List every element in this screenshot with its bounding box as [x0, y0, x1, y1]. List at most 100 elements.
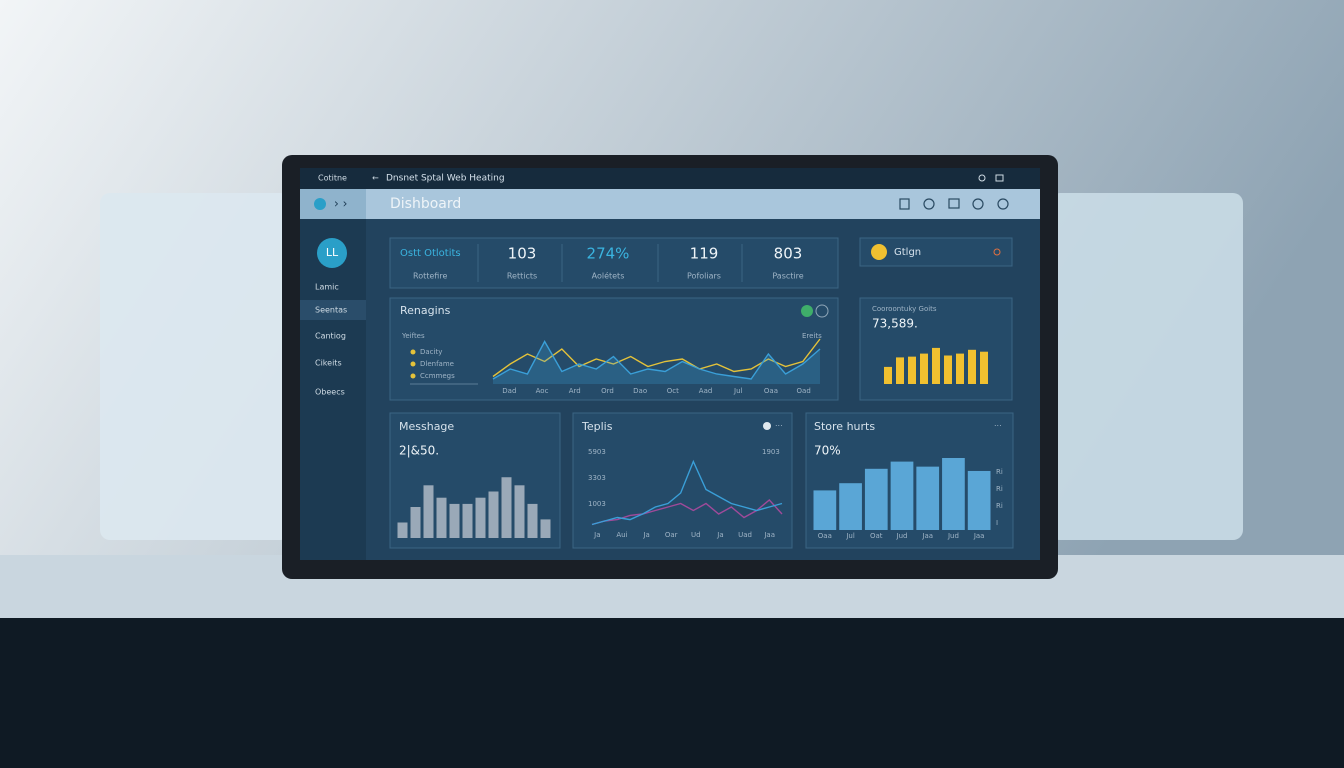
x-label: Jaa [921, 532, 933, 540]
floor [0, 618, 1344, 768]
x-label: Jud [947, 532, 959, 540]
bar [944, 355, 952, 384]
bar [980, 351, 988, 384]
icon[interactable] [995, 174, 1004, 182]
menu-item[interactable]: Seentas [315, 306, 347, 315]
panel-title: Messhage [399, 420, 454, 433]
bar [916, 466, 940, 530]
line [492, 340, 821, 380]
y-label: 5903 [588, 448, 606, 456]
stat-label: Aolétets [592, 271, 625, 281]
menu-item[interactable]: Cantiog [315, 332, 346, 341]
x-label: Oct [667, 387, 679, 395]
icon[interactable] [997, 198, 1009, 210]
x-label: Oar [665, 531, 678, 539]
y-label: I [996, 519, 998, 527]
legend-label: Dlenfame [420, 360, 454, 368]
menu[interactable]: ··· [775, 422, 783, 431]
stat-value: 274% [587, 245, 630, 263]
x-label: Jaa [973, 532, 985, 540]
header-title: Dishboard [390, 196, 461, 212]
x-label: Oaa [764, 387, 778, 395]
header [300, 189, 1040, 219]
renagins-panel [389, 297, 839, 401]
x-label: Jaa [763, 531, 775, 539]
side-panel [1050, 193, 1243, 540]
bar [501, 477, 512, 538]
back-arrow[interactable]: ← [372, 174, 379, 183]
bar [884, 366, 892, 384]
menu-item[interactable]: Lamic [315, 283, 339, 292]
nav-arrows[interactable]: › › [334, 197, 347, 211]
titlebar-left: Cotitne [318, 174, 347, 183]
menu-item[interactable]: Cikeits [315, 359, 342, 368]
y-label: Ri [996, 485, 1003, 493]
bar [436, 497, 447, 538]
legend: Dacity Dlenfame Ccmmegs [410, 348, 455, 380]
x-label: Ja [642, 531, 649, 539]
stat-value: 103 [508, 245, 537, 263]
right-label: 1903 [762, 448, 780, 456]
icon[interactable] [899, 198, 910, 210]
menu[interactable]: ··· [994, 422, 1002, 431]
x-label: Aad [699, 387, 713, 395]
stat-value: 119 [690, 245, 719, 263]
teplis-panel [572, 412, 793, 549]
legend-dot [410, 373, 416, 379]
x-label: Dad [502, 387, 516, 395]
bar [920, 353, 928, 384]
alert-label: Gtlgn [894, 247, 921, 258]
bar [527, 503, 538, 538]
x-label: Ud [691, 531, 701, 539]
menu-dot[interactable] [763, 422, 771, 430]
panel-value: 73,589. [872, 317, 918, 331]
y-label: 1003 [588, 500, 606, 508]
x-label: Oat [870, 532, 883, 540]
alert-status[interactable] [993, 248, 1001, 256]
status-dot[interactable] [801, 305, 813, 317]
header-nav [300, 189, 366, 219]
x-label: Jud [896, 532, 908, 540]
panel-value: 2|&50. [399, 444, 439, 458]
bar [864, 468, 888, 530]
icon[interactable] [923, 198, 935, 210]
y-label: Ri [996, 502, 1003, 510]
bar [475, 497, 486, 538]
stats-heading-label: Rottefire [413, 272, 447, 281]
bar [397, 522, 408, 538]
avatar[interactable] [317, 238, 347, 268]
x-label: Ord [601, 387, 614, 395]
legend-label: Ccmmegs [420, 372, 455, 380]
alert-icon [871, 244, 887, 260]
icon[interactable] [972, 198, 984, 210]
bar [890, 461, 914, 530]
stat-label: Pofoliars [687, 272, 721, 281]
bar [932, 347, 940, 384]
bar [488, 491, 499, 538]
stat-label: Pasctire [772, 272, 803, 281]
area [493, 341, 820, 384]
stats-heading: Ostt Otlotits [400, 248, 461, 259]
nav-dot[interactable] [314, 198, 326, 210]
panel-title: Renagins [400, 304, 451, 317]
bar [908, 356, 916, 384]
x-label: Ja [593, 531, 600, 539]
bar [423, 485, 434, 538]
menu-item[interactable]: Obeecs [315, 388, 345, 397]
status-dot[interactable] [815, 304, 829, 318]
panel-title: Store hurts [814, 420, 875, 433]
titlebar [300, 168, 1040, 189]
bar [896, 357, 904, 384]
line [591, 459, 783, 526]
icon[interactable] [978, 174, 986, 182]
bar [462, 503, 473, 538]
y-label: 3303 [588, 474, 606, 482]
x-label: Aui [616, 531, 627, 539]
titlebar-title: Dnsnet Sptal Web Heating [386, 174, 505, 184]
charts: Dad Aoc Ard Ord Dao Oct Aad Jul Oaa Oad 5903 3303 10… [397, 338, 1003, 540]
icon[interactable] [948, 198, 960, 209]
legend-dot [410, 349, 416, 355]
sidebar [300, 219, 366, 560]
